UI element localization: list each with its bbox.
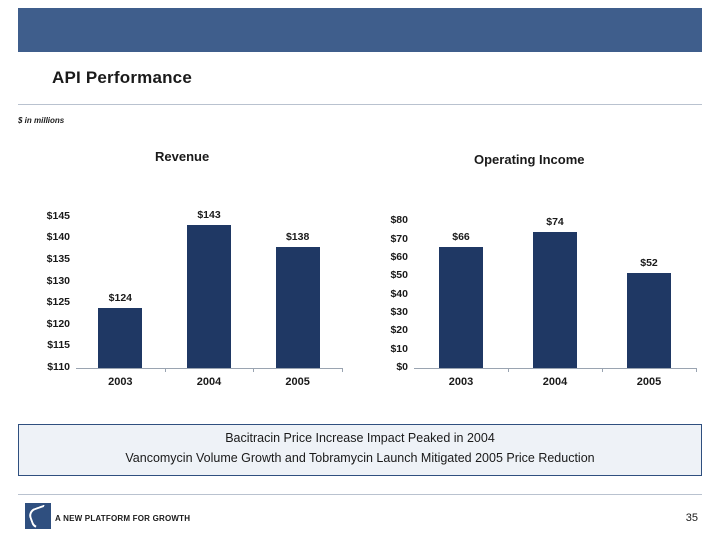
x-axis-tick-label: 2004 <box>542 376 568 388</box>
operating-income-chart-heading: Operating Income <box>474 152 585 167</box>
y-axis-tick-label: $110 <box>47 361 70 373</box>
title-divider <box>18 104 702 105</box>
x-axis-tick-label: 2005 <box>285 376 310 388</box>
y-axis-tick-label: $50 <box>390 269 408 282</box>
bar-value-label: $66 <box>452 231 470 243</box>
x-axis-tick-mark <box>342 368 343 372</box>
bar <box>439 247 483 368</box>
bar-value-label: $74 <box>546 216 564 229</box>
operating-income-bar-chart: $80 $70 $60 $50 $40 $30 $20 $10 $0 $66 2003 $74 2004… <box>362 198 702 395</box>
callout-line-2: Vancomycin Volume Growth and Tobramycin … <box>125 451 595 465</box>
page-number: 35 <box>685 512 698 524</box>
x-axis-tick-label: 2005 <box>636 376 662 388</box>
callout-box: Bacitracin Price Increase Impact Peaked … <box>18 424 702 476</box>
bar-value-label: $124 <box>108 291 132 304</box>
bar-value-label: $143 <box>197 209 221 222</box>
callout-line-1: Bacitracin Price Increase Impact Peaked … <box>225 431 495 445</box>
y-axis-tick-label: $20 <box>390 324 408 337</box>
x-axis-tick-label: 2003 <box>448 376 474 388</box>
page-title: API Performance <box>52 68 192 87</box>
company-logo <box>25 503 53 531</box>
x-axis-tick-mark <box>253 368 255 372</box>
x-axis-tick-mark <box>602 368 603 372</box>
revenue-bar-chart: $145 $140 $135 $130 $125 $120 $115 $110 $124 2003… <box>18 190 348 395</box>
x-axis-tick-mark <box>508 368 509 372</box>
bar <box>533 232 577 368</box>
y-axis-tick-label: $120 <box>46 317 70 330</box>
footer-tagline: A NEW PLATFORM FOR GROWTH <box>55 514 191 523</box>
y-axis-tick-label: $145 <box>46 209 70 222</box>
y-axis-tick-label: $0 <box>396 361 408 373</box>
x-axis-tick-mark <box>696 368 697 372</box>
bar <box>98 307 143 368</box>
y-axis-tick-label: $10 <box>390 342 408 355</box>
logo-swirl-icon <box>26 504 53 531</box>
footer-divider <box>18 494 702 495</box>
y-axis-tick-label: $140 <box>46 231 70 244</box>
y-axis-tick-label: $30 <box>390 306 408 318</box>
y-axis-tick-label: $80 <box>390 214 408 227</box>
bar-value-label: $52 <box>640 256 658 269</box>
revenue-plot-area: $145 $140 $135 $130 $125 $120 $115 $110 $124 2003… <box>18 190 348 395</box>
y-axis-tick-label: $60 <box>390 251 408 263</box>
x-axis-tick-mark <box>164 368 166 372</box>
revenue-chart-heading: Revenue <box>155 149 210 164</box>
y-axis-tick-label: $40 <box>390 287 408 300</box>
bar <box>275 247 320 368</box>
x-axis-line <box>76 368 342 369</box>
x-axis-tick-label: 2003 <box>108 376 133 388</box>
bar <box>187 225 231 368</box>
x-axis-tick-label: 2004 <box>196 376 222 388</box>
bar-value-label: $138 <box>285 231 310 244</box>
y-axis-tick-label: $130 <box>46 274 70 287</box>
operating-income-plot-area: $80 $70 $60 $50 $40 $30 $20 $10 $0 $66 2003 $74 2004… <box>362 198 702 395</box>
top-banner <box>18 8 702 52</box>
bar <box>627 272 671 368</box>
units-note: $ in millions <box>18 116 65 125</box>
x-axis-line <box>414 368 696 369</box>
y-axis-tick-label: $70 <box>390 232 408 245</box>
y-axis-tick-label: $135 <box>46 253 70 265</box>
y-axis-tick-label: $115 <box>47 339 70 352</box>
y-axis-tick-label: $125 <box>46 296 70 309</box>
